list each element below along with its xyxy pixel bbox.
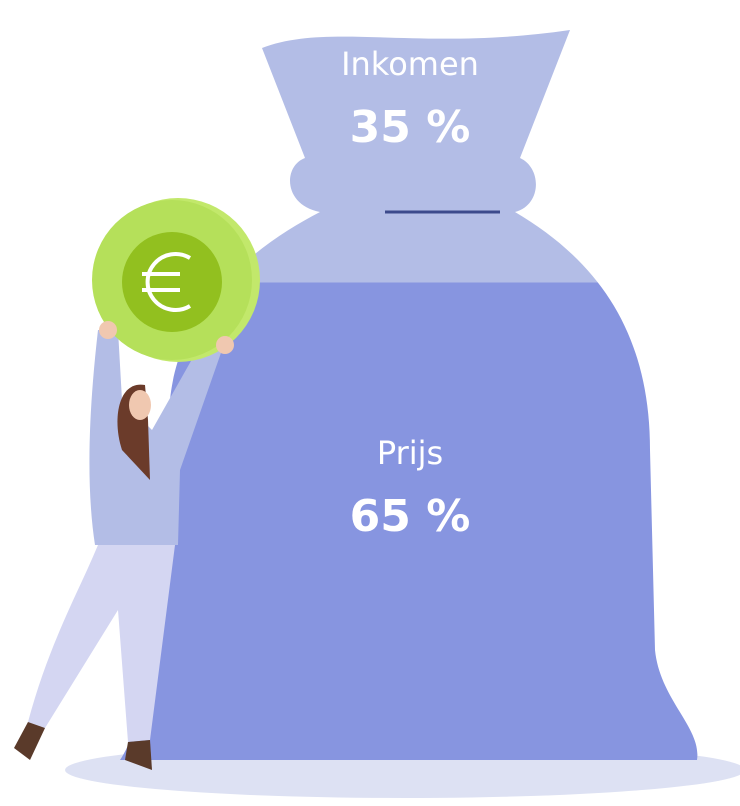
segment-label: Prijs xyxy=(377,434,443,472)
segment-value: 35 % xyxy=(350,102,471,153)
euro-coin xyxy=(92,198,260,362)
segment-value: 65 % xyxy=(350,491,471,542)
page: {"chart_data": {"type": "bag", "categori… xyxy=(0,0,740,806)
segment-label: Inkomen xyxy=(341,45,479,83)
infographic: Inkomen 35 % Prijs 65 % xyxy=(0,0,740,806)
